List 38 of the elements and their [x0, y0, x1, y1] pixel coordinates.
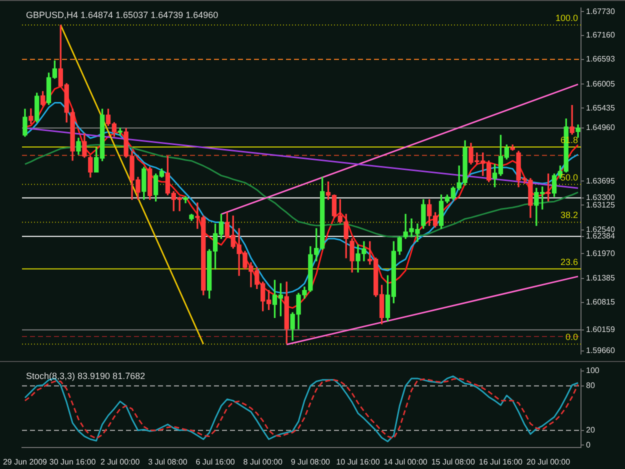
- y-tick-label: 1.66593: [586, 54, 616, 64]
- annotation: 50.0: [560, 172, 578, 182]
- y-tick-label: 1.63125: [586, 200, 616, 210]
- y-tick-label: 100: [586, 366, 600, 376]
- y-tick-label: 1.59660: [586, 346, 616, 356]
- x-tick-label: 30 Jun 16:00: [49, 457, 96, 466]
- x-tick-label: 29 Jun 2009: [2, 457, 48, 466]
- annotation: 23.6: [560, 256, 578, 267]
- y-tick-label: 1.60159: [586, 325, 616, 334]
- x-tick-label: 10 Jul 16:00: [336, 457, 380, 466]
- y-tick-label: 0: [586, 440, 591, 450]
- x-tick-label: 14 Jul 00:00: [384, 457, 428, 466]
- y-tick-label: 1.67730: [586, 6, 616, 16]
- chart-title: GBPUSD,H4 1.64874 1.65037 1.64739 1.64960: [26, 10, 218, 20]
- x-tick-label: 3 Jul 08:00: [148, 457, 188, 466]
- y-tick-label: 1.62540: [586, 224, 616, 234]
- annotation: 100.0: [555, 13, 578, 24]
- x-tick-label: 6 Jul 16:00: [196, 457, 236, 466]
- y-tick-label: 1.61385: [586, 274, 616, 283]
- annotation: 38.2: [560, 210, 578, 220]
- y-tick-label: 1.60815: [586, 297, 616, 306]
- y-tick-label: 1.65435: [586, 103, 616, 112]
- x-tick-label: 8 Jul 00:00: [243, 457, 283, 466]
- y-tick-label: 1.61970: [586, 248, 616, 258]
- y-tick-label: 20: [586, 426, 596, 435]
- y-tick-label: 1.67160: [586, 30, 616, 40]
- x-tick-label: 2 Jul 00:00: [100, 457, 140, 466]
- y-tick-label: 1.63695: [586, 176, 616, 186]
- x-tick-label: 16 Jul 16:00: [478, 457, 524, 466]
- y-tick-label: 1.63300: [586, 193, 616, 202]
- y-tick-label: 80: [586, 381, 596, 390]
- x-tick-label: 20 Jul 00:00: [526, 457, 571, 466]
- y-tick-label: 1.66005: [586, 79, 616, 88]
- chart-title: Stoch(8,3,3) 83.9190 81.7682: [26, 370, 146, 381]
- y-tick-label: 1.64960: [586, 123, 616, 132]
- y-tick-label: 1.62384: [586, 232, 616, 241]
- x-tick-label: 15 Jul 08:00: [431, 457, 476, 466]
- x-tick-label: 9 Jul 08:00: [290, 457, 331, 466]
